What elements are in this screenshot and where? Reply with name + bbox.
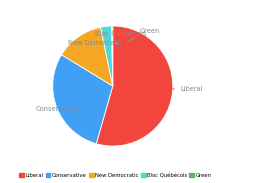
Legend: Liberal, Conservative, New Democratic, Bloc Québécois, Green: Liberal, Conservative, New Democratic, B… — [17, 171, 214, 180]
Text: Liberal: Liberal — [148, 86, 203, 92]
Wedge shape — [112, 26, 113, 86]
Text: Green: Green — [127, 28, 160, 42]
Text: Conservative: Conservative — [36, 102, 80, 112]
Wedge shape — [62, 27, 113, 86]
Wedge shape — [96, 26, 173, 146]
Text: New Democratic: New Democratic — [68, 40, 123, 50]
Text: Bloc Québécois: Bloc Québécois — [95, 30, 146, 44]
Wedge shape — [53, 55, 113, 144]
Wedge shape — [101, 26, 113, 86]
